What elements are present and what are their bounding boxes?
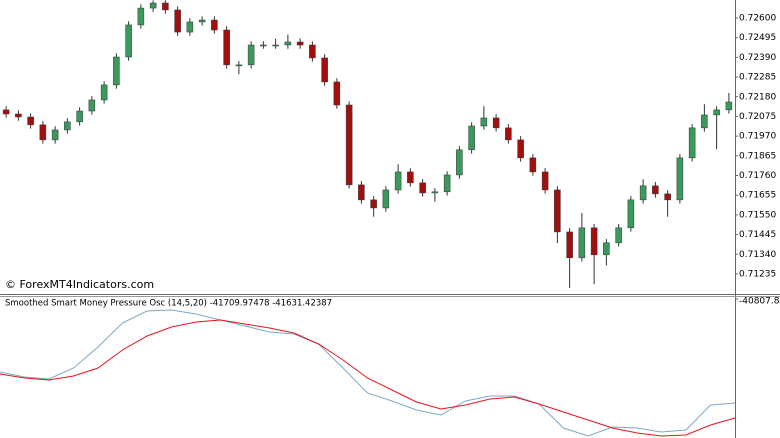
candle-body (76, 110, 83, 123)
y-tick-label: 0.71760 (739, 171, 776, 181)
candle-body (627, 199, 635, 229)
candle-body (345, 104, 353, 186)
candle-body (247, 44, 255, 66)
candle-body (39, 124, 47, 141)
candle-body (713, 109, 720, 116)
candle-body (51, 129, 59, 141)
candle-body (149, 2, 157, 9)
candle-body (517, 139, 524, 159)
candle-body (296, 41, 304, 46)
indicator-title: Smoothed Smart Money Pressure Osc (14,5,… (5, 299, 332, 309)
candle-body (260, 44, 267, 47)
watermark: © ForexMT4Indicators.com (5, 278, 154, 291)
candle-body (407, 171, 414, 184)
candle-body (358, 184, 365, 201)
y-tick-label: 0.71340 (739, 250, 776, 260)
indicator-line (0, 309, 736, 437)
candle-body (382, 189, 390, 209)
candle-body (211, 19, 218, 31)
candle-body (333, 81, 341, 106)
candle-body (468, 125, 475, 151)
candle-body (235, 64, 243, 67)
candle-body (162, 2, 169, 11)
candle-body (64, 121, 71, 131)
y-tick-label: 0.71865 (739, 151, 776, 161)
candle-body (603, 242, 610, 256)
y-tick-label: 0.72285 (739, 73, 776, 83)
candle-body (321, 57, 328, 83)
candle-body (456, 149, 463, 176)
y-tick-label: 0.72075 (739, 112, 776, 122)
y-tick-label: 0.72180 (739, 92, 776, 102)
y-tick-label: 0.71550 (739, 210, 776, 220)
candle-body (100, 84, 108, 101)
candle-body (725, 101, 733, 111)
candle-body (688, 127, 696, 159)
y-tick-label: 0.72390 (739, 53, 776, 63)
candle-body (590, 227, 598, 256)
candle-body (578, 227, 586, 259)
candle-body (419, 182, 426, 194)
candle-body (480, 117, 488, 127)
candle-body (27, 116, 34, 126)
candle-body (652, 185, 659, 195)
candle-body (505, 127, 512, 141)
candle-body (639, 185, 647, 201)
y-tick-label: 0.71235 (739, 269, 776, 279)
candle-body (615, 227, 622, 244)
candle-body (541, 171, 549, 191)
candle-body (394, 171, 402, 191)
y-tick-label: 0.72495 (739, 33, 776, 43)
candle-body (284, 41, 292, 46)
candle-body (370, 199, 377, 209)
candle-body (701, 114, 708, 129)
candle-body (198, 19, 206, 23)
candle-body (15, 113, 22, 118)
y-tick-label: -40807.879 (739, 296, 780, 306)
candle-body (223, 29, 230, 66)
y-tick-label: 0.71655 (739, 191, 776, 201)
candle-body (431, 191, 439, 194)
candle-body (88, 99, 96, 112)
y-tick-label: 0.71445 (739, 230, 776, 240)
candle-body (664, 193, 671, 201)
candle-body (566, 231, 573, 259)
candle-body (174, 9, 181, 33)
candle-body (443, 174, 451, 193)
candle-body (309, 44, 316, 59)
indicator-line (0, 319, 736, 437)
y-tick-label: 0.72600 (739, 14, 776, 24)
candle-body (529, 157, 537, 173)
candle-body (113, 56, 120, 86)
candle-body (137, 7, 145, 26)
candle-body (492, 117, 500, 129)
candle-body (676, 157, 684, 201)
candle-body (2, 109, 10, 115)
y-tick-label: 0.71970 (739, 132, 776, 142)
candle-body (186, 21, 194, 33)
candle-body (125, 24, 132, 58)
candle-body (272, 44, 279, 47)
candle-body (554, 189, 561, 233)
